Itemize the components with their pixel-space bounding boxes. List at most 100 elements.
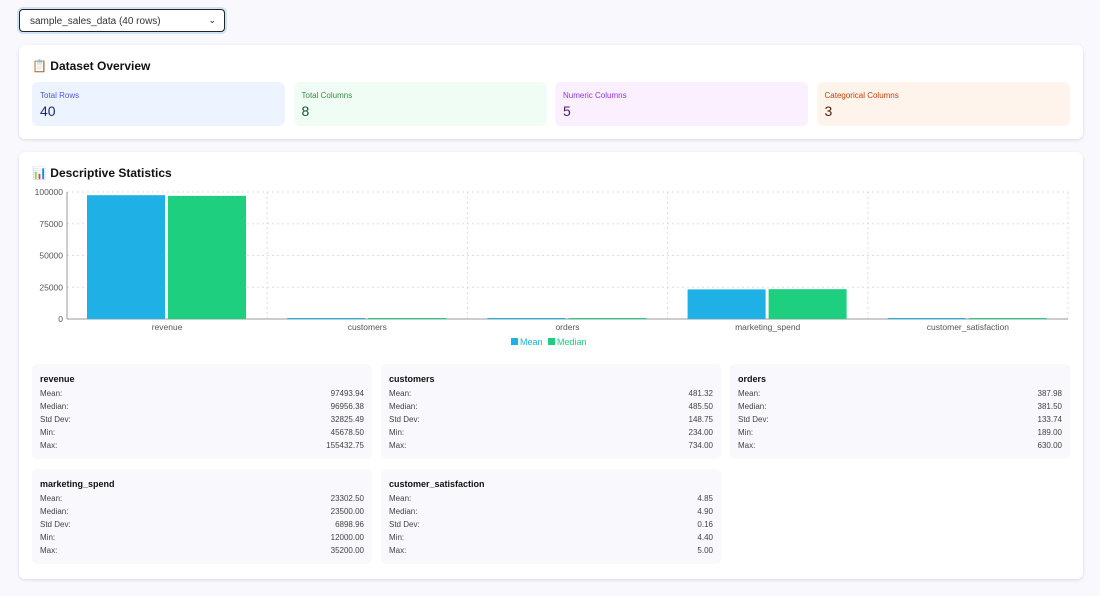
stat-row: Mean: 481.32 [389, 389, 713, 402]
stat-card-revenue: revenue Mean: 97493.94 Median: 96956.38 Std D… [32, 364, 372, 459]
x-tick-label: orders [555, 322, 579, 332]
stat-label: Median: [738, 402, 767, 411]
bar-median-orders [568, 318, 647, 319]
metric-value: 3 [824, 103, 833, 119]
stat-label: Mean: [738, 389, 761, 398]
bar-mean-marketing_spend [687, 289, 766, 319]
legend-label-median: Median [557, 337, 587, 347]
stat-row: Median: 485.50 [389, 402, 713, 415]
bar-median-marketing_spend [768, 289, 847, 319]
stat-value: 96956.38 [330, 402, 364, 411]
stat-value: 23302.50 [330, 494, 364, 503]
stat-value: 387.98 [1037, 389, 1062, 398]
bar-median-customer_satisfaction [968, 318, 1047, 319]
stat-value: 45678.50 [330, 428, 364, 437]
stat-value: 0.16 [697, 520, 713, 529]
stat-row: Median: 96956.38 [40, 402, 364, 415]
descriptive-statistics-card: 📊 Descriptive Statistics 0 25000 50000 7500… [19, 152, 1083, 579]
stat-row: Median: 381.50 [738, 402, 1062, 415]
stat-label: Std Dev: [389, 520, 420, 529]
stat-row: Std Dev: 133.74 [738, 415, 1062, 428]
y-tick-label: 0 [58, 314, 63, 324]
stat-value: 32825.49 [330, 415, 364, 424]
bar-mean-customer_satisfaction [887, 318, 966, 319]
stats-bar-chart: 0 25000 50000 75000 100000 revenue customers or… [35, 187, 1069, 347]
stat-row: Min: 12000.00 [40, 533, 364, 546]
metric-label: Categorical Columns [824, 91, 899, 100]
overview-title: 📋 Dataset Overview [32, 59, 150, 73]
stat-value: 12000.00 [330, 533, 364, 542]
stat-row: Max: 734.00 [389, 441, 713, 454]
stat-label: Mean: [40, 494, 63, 503]
stat-label: Max: [389, 546, 407, 555]
stat-value: 481.32 [688, 389, 713, 398]
stat-row: Mean: 4.85 [389, 494, 713, 507]
stat-value: 4.90 [697, 507, 713, 516]
stat-row: Std Dev: 0.16 [389, 520, 713, 533]
stat-value: 155432.75 [326, 441, 364, 450]
metric-label: Total Columns [301, 91, 353, 100]
stat-row: Std Dev: 148.75 [389, 415, 713, 428]
stat-row: Mean: 23302.50 [40, 494, 364, 507]
y-tick-label: 50000 [39, 251, 63, 261]
stat-card-title: customers [389, 374, 435, 384]
dataset-select[interactable]: sample_sales_data (40 rows) ⌄ [19, 9, 225, 32]
stat-label: Min: [389, 533, 405, 542]
x-tick-label: marketing_spend [735, 322, 800, 332]
stat-value: 189.00 [1037, 428, 1062, 437]
dataset-select-value: sample_sales_data (40 rows) [30, 16, 161, 27]
x-tick-label: revenue [152, 322, 183, 332]
stat-row: Median: 23500.00 [40, 507, 364, 520]
stat-value: 381.50 [1037, 402, 1062, 411]
stat-label: Median: [389, 402, 418, 411]
bar-mean-customers [287, 318, 366, 319]
bar-chart-icon: 📊 [32, 166, 47, 180]
stat-row: Min: 234.00 [389, 428, 713, 441]
stat-label: Median: [389, 507, 418, 516]
legend-swatch-mean [511, 338, 518, 345]
stat-value: 485.50 [688, 402, 713, 411]
stat-row: Mean: 97493.94 [40, 389, 364, 402]
metric-total-columns: Total Columns 8 [293, 82, 547, 126]
stat-label: Mean: [40, 389, 63, 398]
stat-label: Max: [40, 441, 58, 450]
metric-label: Total Rows [40, 91, 80, 100]
stat-value: 234.00 [688, 428, 713, 437]
stat-label: Max: [738, 441, 756, 450]
stats-title-text: Descriptive Statistics [50, 166, 172, 180]
legend-swatch-median [548, 338, 555, 345]
stat-label: Min: [738, 428, 754, 437]
stat-value: 5.00 [697, 546, 713, 555]
stat-label: Std Dev: [40, 415, 71, 424]
stat-label: Min: [40, 428, 56, 437]
x-tick-label: customers [348, 322, 387, 332]
stat-value: 35200.00 [330, 546, 364, 555]
stat-label: Median: [40, 507, 69, 516]
stat-value: 4.40 [697, 533, 713, 542]
stat-value: 734.00 [688, 441, 713, 450]
stat-value: 630.00 [1037, 441, 1062, 450]
stat-value: 133.74 [1037, 415, 1062, 424]
metric-value: 5 [563, 103, 571, 119]
stat-value: 4.85 [697, 494, 713, 503]
stat-row: Std Dev: 32825.49 [40, 415, 364, 428]
stat-label: Min: [389, 428, 405, 437]
y-tick-label: 75000 [39, 219, 63, 229]
stat-label: Std Dev: [738, 415, 769, 424]
metric-value: 8 [301, 103, 310, 119]
stat-row: Min: 45678.50 [40, 428, 364, 441]
stat-label: Mean: [389, 494, 412, 503]
stat-value: 97493.94 [330, 389, 364, 398]
clipboard-icon: 📋 [32, 59, 47, 73]
x-tick-label: customer_satisfaction [927, 322, 1009, 332]
y-tick-label: 25000 [39, 282, 63, 292]
metric-numeric-columns: Numeric Columns 5 [555, 82, 808, 126]
stat-row: Max: 630.00 [738, 441, 1062, 454]
stat-row: Std Dev: 6898.96 [40, 520, 364, 533]
stat-label: Std Dev: [389, 415, 420, 424]
y-tick-label: 100000 [35, 187, 64, 197]
stat-row: Max: 5.00 [389, 546, 713, 559]
metric-categorical-columns: Categorical Columns 3 [816, 82, 1070, 126]
stat-label: Max: [40, 546, 58, 555]
bar-median-customers [368, 318, 447, 319]
